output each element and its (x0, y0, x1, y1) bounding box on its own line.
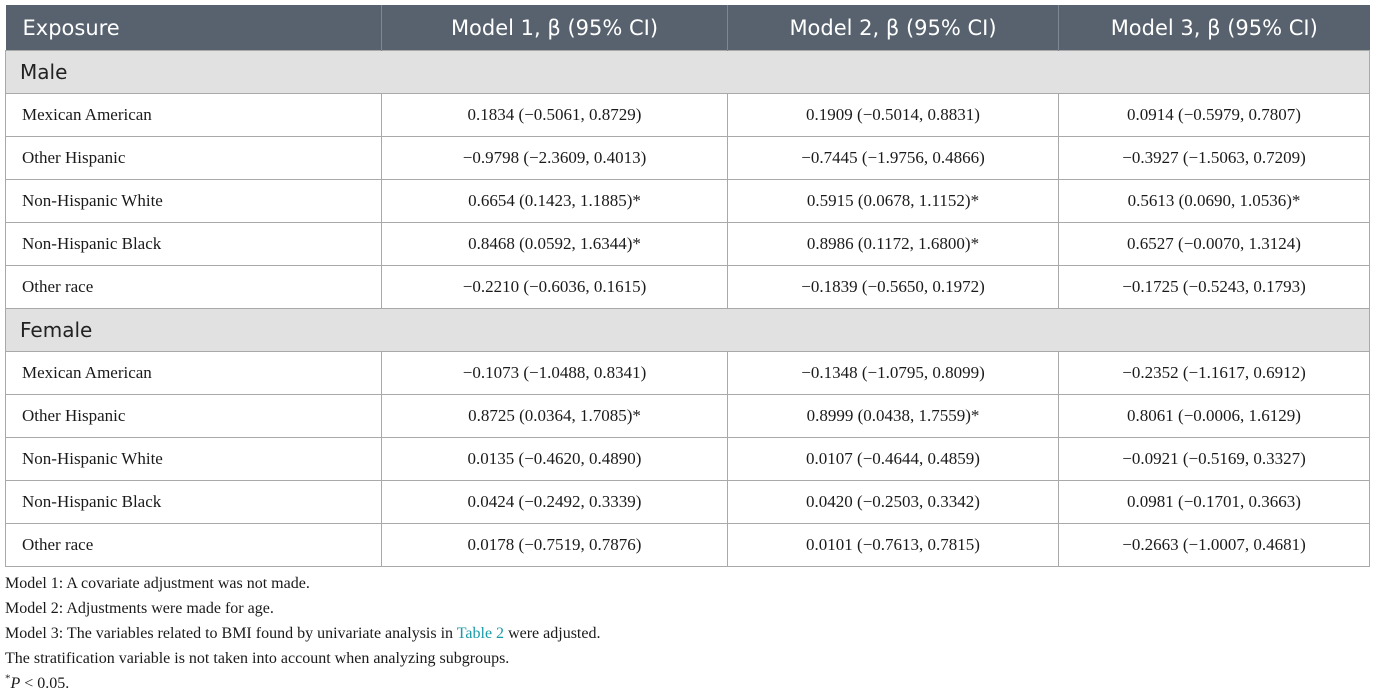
exposure-cell: Other race (5, 523, 382, 567)
footnote-stratification: The stratification variable is not taken… (5, 650, 510, 667)
exposure-cell: Other Hispanic (5, 394, 382, 438)
model-2-cell: −0.7445 (−1.9756, 0.4866) (727, 136, 1059, 180)
model-3-cell: 0.6527 (−0.0070, 1.3124) (1058, 222, 1370, 266)
model-2-cell: 0.0420 (−0.2503, 0.3342) (727, 480, 1059, 524)
table-row: Other Hispanic −0.9798 (−2.3609, 0.4013)… (5, 136, 1370, 180)
model-1-cell: 0.0178 (−0.7519, 0.7876) (381, 523, 728, 567)
model-3-cell: 0.8061 (−0.0006, 1.6129) (1058, 394, 1370, 438)
model-2-cell: −0.1839 (−0.5650, 0.1972) (727, 265, 1059, 309)
model-3-cell: −0.0921 (−0.5169, 0.3327) (1058, 437, 1370, 481)
model-1-cell: −0.2210 (−0.6036, 0.1615) (381, 265, 728, 309)
model-3-cell: −0.2352 (−1.1617, 0.6912) (1058, 351, 1370, 395)
model-2-cell: 0.8986 (0.1172, 1.6800)* (727, 222, 1059, 266)
footnote-model-1: Model 1: A covariate adjustment was not … (5, 575, 310, 592)
exposure-cell: Non-Hispanic Black (5, 480, 382, 524)
model-3-cell: 0.0914 (−0.5979, 0.7807) (1058, 93, 1370, 137)
exposure-cell: Mexican American (5, 93, 382, 137)
exposure-cell: Other Hispanic (5, 136, 382, 180)
footnote-model-3: Model 3: The variables related to BMI fo… (5, 621, 600, 646)
model-3-cell: 0.5613 (0.0690, 1.0536)* (1058, 179, 1370, 223)
model-2-cell: 0.0107 (−0.4644, 0.4859) (727, 437, 1059, 481)
model-3-cell: −0.1725 (−0.5243, 0.1793) (1058, 265, 1370, 309)
model-1-cell: 0.8468 (0.0592, 1.6344)* (381, 222, 728, 266)
exposure-cell: Non-Hispanic White (5, 437, 382, 481)
table-row: Other Hispanic 0.8725 (0.0364, 1.7085)* … (5, 394, 1370, 438)
table-footnotes: Model 1: A covariate adjustment was not … (5, 571, 600, 696)
exposure-cell: Non-Hispanic Black (5, 222, 382, 266)
section-row-male: Male (5, 50, 1370, 94)
table-row: Mexican American 0.1834 (−0.5061, 0.8729… (5, 93, 1370, 137)
header-model-2: Model 2, β (95% CI) (727, 5, 1059, 51)
exposure-cell: Other race (5, 265, 382, 309)
model-1-cell: 0.0135 (−0.4620, 0.4890) (381, 437, 728, 481)
header-exposure: Exposure (5, 5, 382, 51)
footnote-significance: *P < 0.05. (5, 671, 600, 696)
model-2-cell: 0.1909 (−0.5014, 0.8831) (727, 93, 1059, 137)
table-row: Mexican American −0.1073 (−1.0488, 0.834… (5, 351, 1370, 395)
table-row: Other race 0.0178 (−0.7519, 0.7876) 0.01… (5, 523, 1370, 567)
model-1-cell: 0.0424 (−0.2492, 0.3339) (381, 480, 728, 524)
model-1-cell: 0.1834 (−0.5061, 0.8729) (381, 93, 728, 137)
p-threshold: < 0.05. (20, 675, 70, 692)
model-3-cell: 0.0981 (−0.1701, 0.3663) (1058, 480, 1370, 524)
model-2-cell: 0.5915 (0.0678, 1.1152)* (727, 179, 1059, 223)
asterisk-mark: * (5, 672, 11, 685)
table-header-row: Exposure Model 1, β (95% CI) Model 2, β … (5, 5, 1370, 51)
section-label-male: Male (5, 50, 1370, 94)
footnote-model-2: Model 2: Adjustments were made for age. (5, 600, 274, 617)
section-row-female: Female (5, 308, 1370, 352)
results-table: Exposure Model 1, β (95% CI) Model 2, β … (5, 5, 1370, 567)
model-1-cell: 0.6654 (0.1423, 1.1885)* (381, 179, 728, 223)
table-row: Non-Hispanic White 0.0135 (−0.4620, 0.48… (5, 437, 1370, 481)
table-row: Non-Hispanic Black 0.8468 (0.0592, 1.634… (5, 222, 1370, 266)
exposure-cell: Mexican American (5, 351, 382, 395)
section-label-female: Female (5, 308, 1370, 352)
model-2-cell: 0.8999 (0.0438, 1.7559)* (727, 394, 1059, 438)
model-2-cell: 0.0101 (−0.7613, 0.7815) (727, 523, 1059, 567)
model-1-cell: −0.9798 (−2.3609, 0.4013) (381, 136, 728, 180)
footnote-model-3-text: Model 3: The variables related to BMI fo… (5, 625, 457, 642)
model-3-cell: −0.2663 (−1.0007, 0.4681) (1058, 523, 1370, 567)
table-row: Non-Hispanic Black 0.0424 (−0.2492, 0.33… (5, 480, 1370, 524)
exposure-cell: Non-Hispanic White (5, 179, 382, 223)
model-1-cell: −0.1073 (−1.0488, 0.8341) (381, 351, 728, 395)
model-3-cell: −0.3927 (−1.5063, 0.7209) (1058, 136, 1370, 180)
p-symbol: P (10, 675, 21, 692)
table-row: Other race −0.2210 (−0.6036, 0.1615) −0.… (5, 265, 1370, 309)
model-2-cell: −0.1348 (−1.0795, 0.8099) (727, 351, 1059, 395)
header-model-1: Model 1, β (95% CI) (381, 5, 728, 51)
table-row: Non-Hispanic White 0.6654 (0.1423, 1.188… (5, 179, 1370, 223)
footnote-model-3-end: were adjusted. (504, 625, 601, 642)
header-model-3: Model 3, β (95% CI) (1058, 5, 1370, 51)
table-2-link[interactable]: Table 2 (456, 625, 505, 642)
model-1-cell: 0.8725 (0.0364, 1.7085)* (381, 394, 728, 438)
